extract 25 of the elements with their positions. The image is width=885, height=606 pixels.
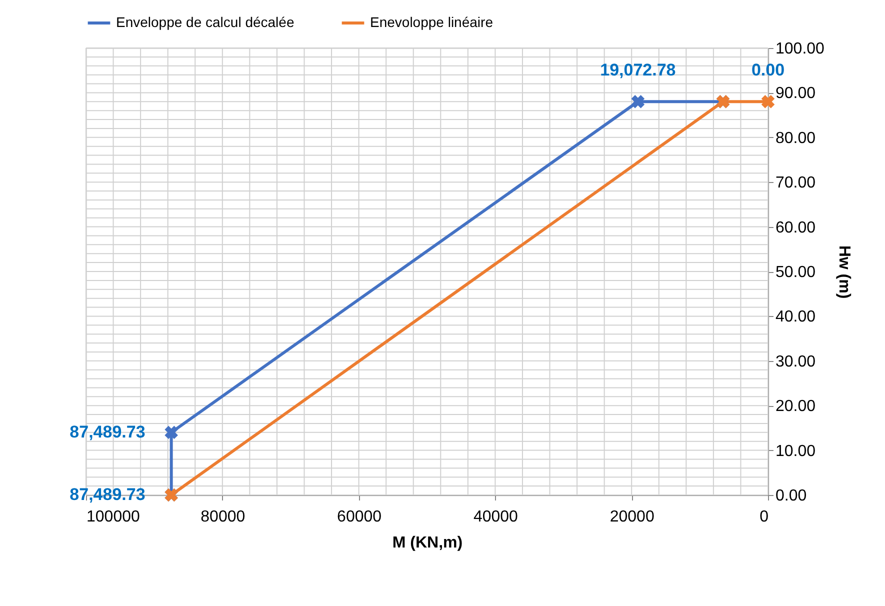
x-tick-label: 40000 — [473, 508, 518, 526]
x-tick-label: 0 — [760, 508, 769, 526]
x-tick-label: 100000 — [86, 508, 140, 526]
y-tick-label: 30.00 — [776, 353, 816, 370]
x-tick-label: 60000 — [337, 508, 382, 526]
y-tick-label: 10.00 — [776, 442, 816, 460]
annotation: 87,489.73 — [70, 422, 146, 442]
annotation: 0.00 — [751, 60, 785, 80]
y-tick-label: 100.00 — [776, 40, 825, 58]
annotation: 87,489.73 — [70, 485, 146, 504]
y-tick-label: 0.00 — [776, 488, 807, 504]
y-tick-label: 50.00 — [776, 264, 816, 281]
y-tick-label: 40.00 — [776, 308, 816, 326]
legend-label: Enevoloppe linéaire — [370, 14, 494, 30]
y-tick-label: 60.00 — [776, 219, 816, 236]
y-axis-title: Hw (m) — [835, 245, 852, 299]
y-tick-label: 20.00 — [776, 398, 816, 416]
y-tick-label: 80.00 — [776, 130, 816, 147]
annotation: 19,072.78 — [600, 60, 676, 80]
y-tick-label: 90.00 — [776, 85, 816, 102]
y-tick-label: 70.00 — [776, 174, 816, 192]
x-tick-label: 20000 — [610, 508, 654, 526]
x-tick-label: 80000 — [200, 508, 246, 526]
x-axis-title: M (KN,m) — [392, 534, 463, 552]
legend-label: Enveloppe de calcul décalée — [116, 14, 294, 30]
